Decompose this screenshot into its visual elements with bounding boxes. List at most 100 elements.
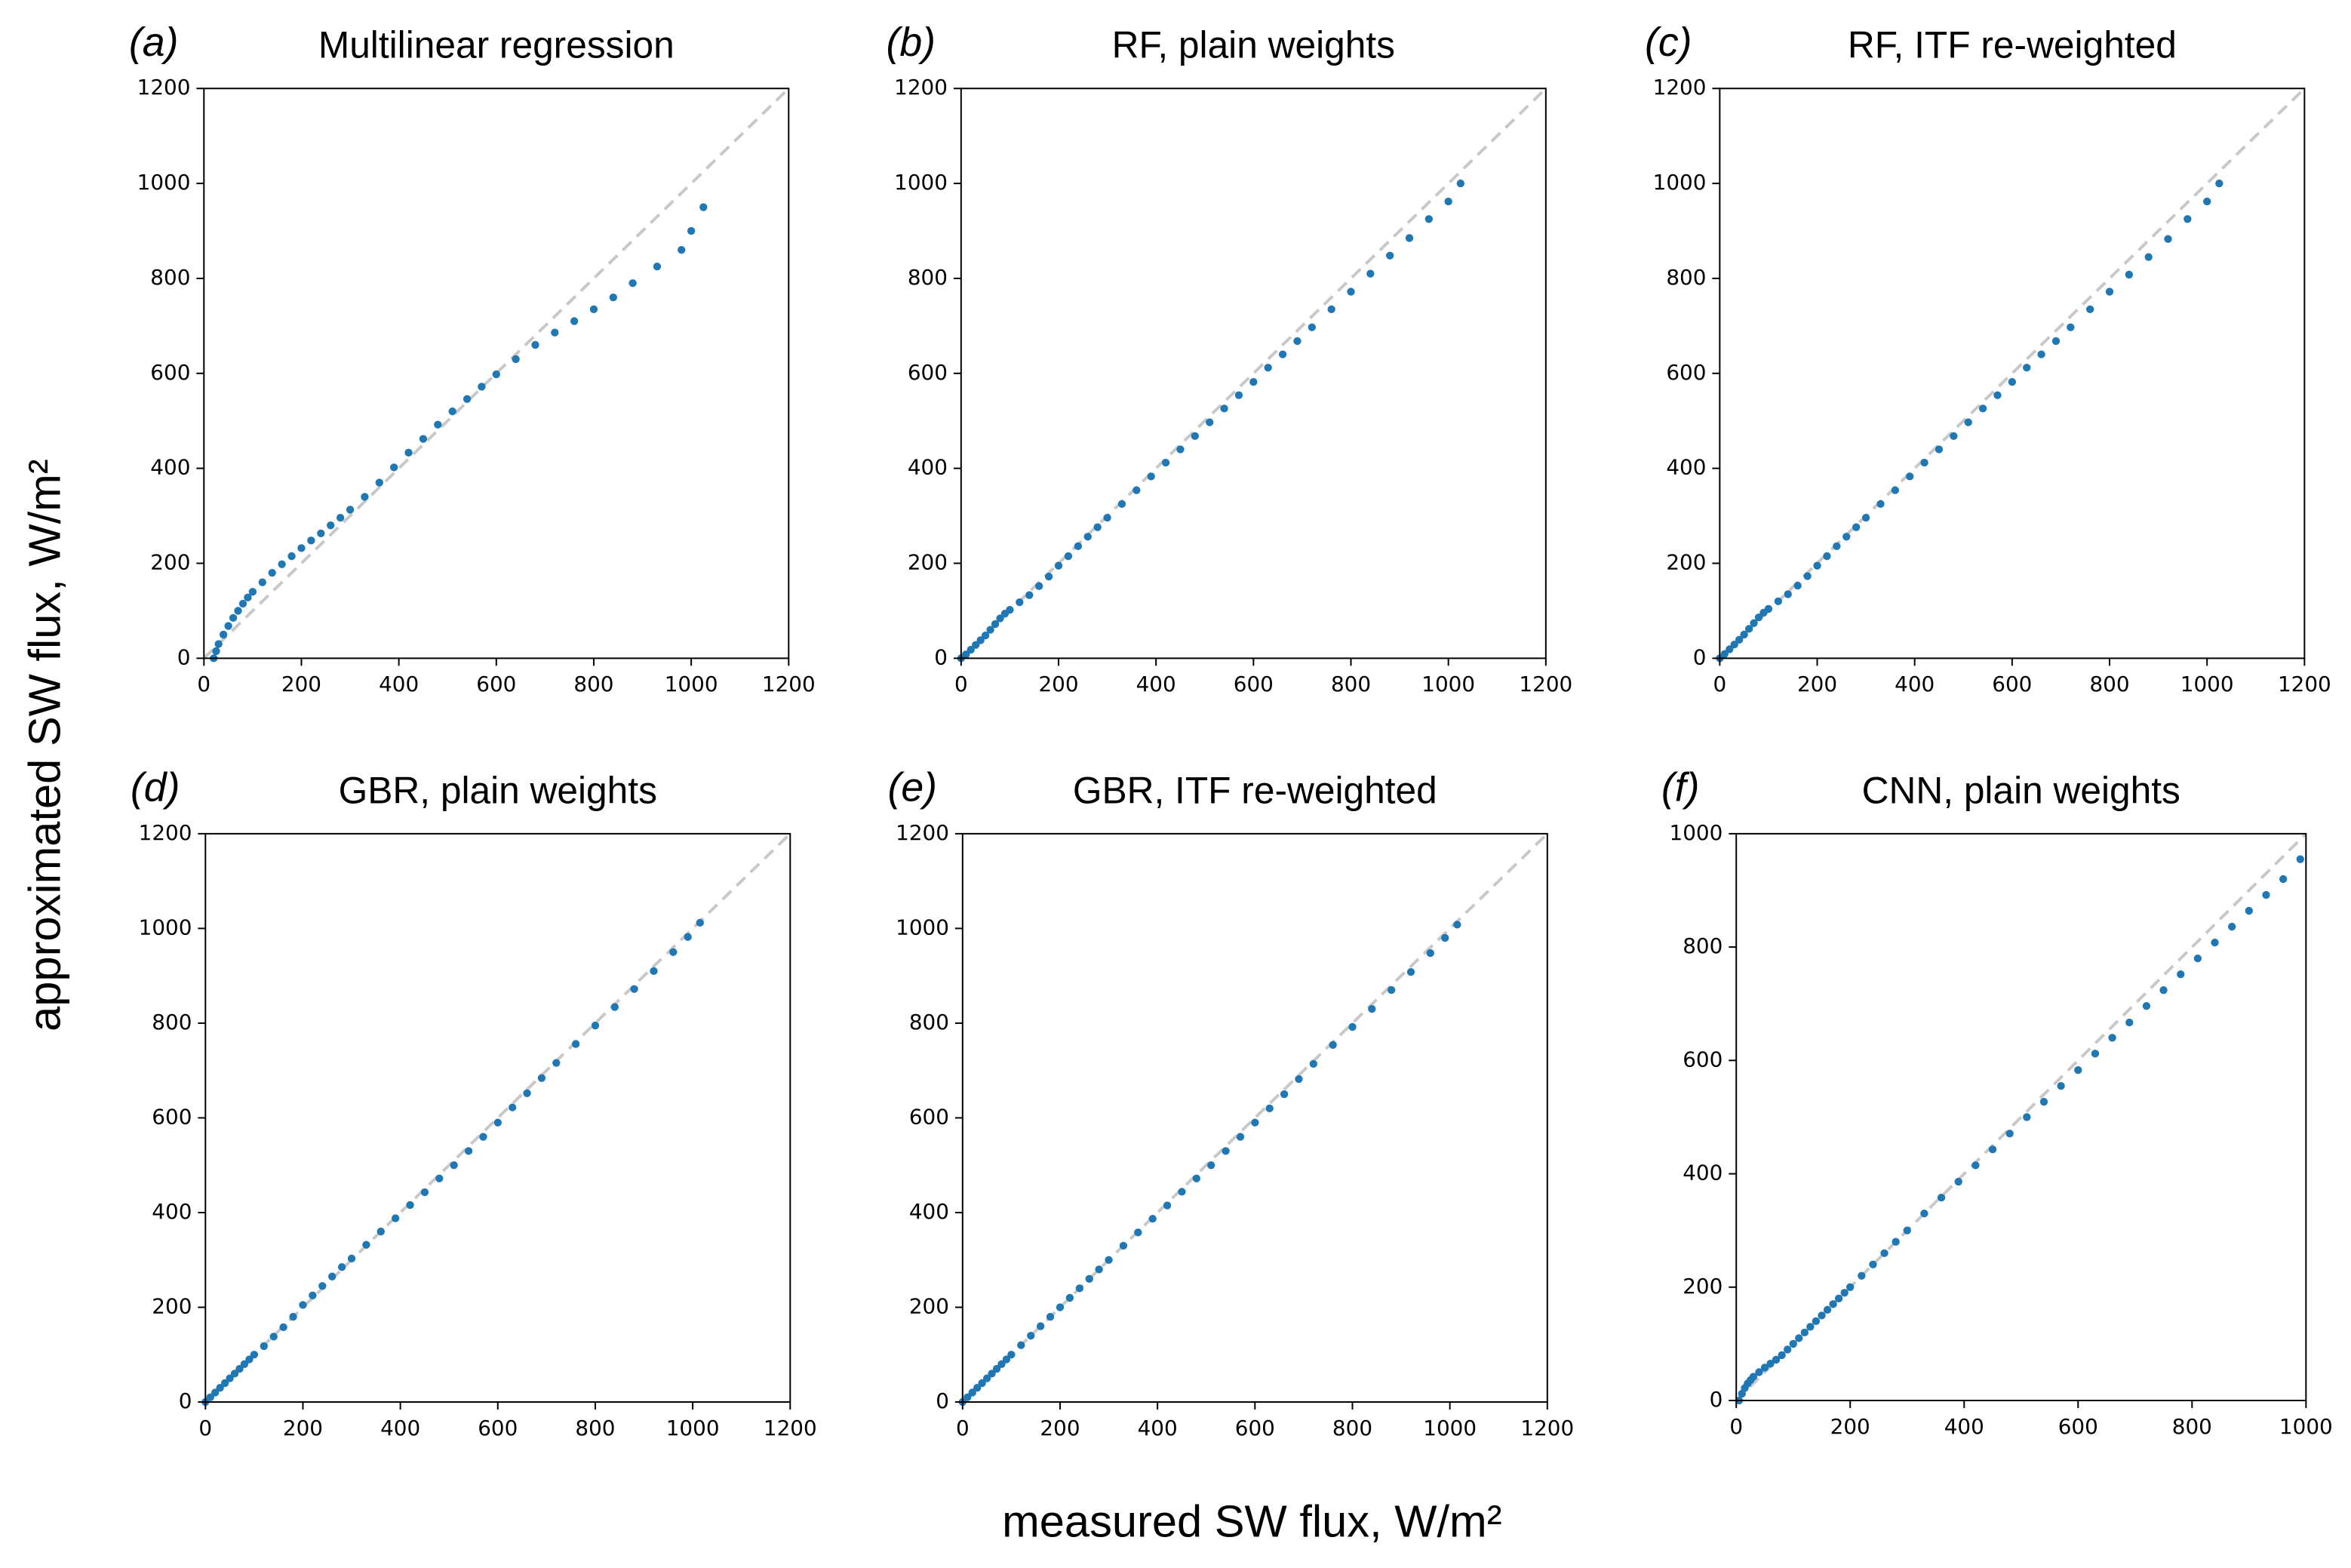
point	[299, 1301, 307, 1309]
point	[248, 588, 257, 596]
point	[327, 521, 335, 530]
point	[289, 1312, 297, 1321]
y-tick-label: 400	[1683, 1161, 1723, 1185]
point	[362, 1241, 370, 1249]
y-tick-label: 0	[179, 1388, 192, 1413]
x-tick-label: 400	[1138, 1416, 1178, 1440]
point	[235, 1364, 244, 1373]
point	[552, 1059, 561, 1067]
panel-title: CNN, plain weights	[1862, 769, 2180, 811]
y-tick-label: 800	[909, 1010, 949, 1035]
point	[1823, 1305, 1832, 1314]
point	[216, 1384, 224, 1392]
point	[650, 967, 658, 976]
point	[1178, 1188, 1186, 1196]
point	[982, 1374, 991, 1382]
point	[1105, 1256, 1113, 1264]
x-tick-label: 1200	[762, 672, 816, 696]
point	[1405, 234, 1414, 242]
point	[976, 636, 985, 644]
point	[1920, 1209, 1928, 1218]
y-tick-label: 400	[1666, 455, 1706, 480]
point	[1251, 1118, 1259, 1127]
point	[1978, 404, 1987, 413]
point	[234, 607, 242, 615]
point	[1386, 251, 1394, 260]
point	[1806, 1323, 1815, 1331]
point	[245, 1355, 254, 1364]
point	[1749, 1373, 1758, 1381]
y-tick-label: 200	[1666, 550, 1706, 575]
x-tick-label: 0	[954, 672, 968, 696]
y-tick-label: 1200	[896, 820, 949, 845]
y-tick-label: 1000	[894, 170, 948, 195]
x-tick-label: 1000	[666, 1416, 720, 1440]
point	[1920, 458, 1928, 467]
panel-title: RF, ITF re-weighted	[1848, 24, 2177, 66]
y-tick-label: 1000	[896, 915, 949, 939]
point	[1813, 561, 1821, 570]
y-tick-label: 200	[908, 550, 948, 575]
y-tick-label: 400	[909, 1199, 949, 1224]
point	[297, 544, 306, 552]
point	[2051, 337, 2061, 346]
point	[1017, 1341, 1025, 1349]
y-tick-label: 1200	[894, 75, 948, 100]
x-tick-label: 1200	[2278, 672, 2331, 696]
point	[1772, 1355, 1781, 1364]
y-tick-label: 600	[152, 1104, 192, 1129]
x-tick-label: 600	[478, 1416, 518, 1440]
point	[1903, 1226, 1911, 1234]
point	[1161, 458, 1170, 467]
panel-title: GBR, ITF re-weighted	[1073, 769, 1437, 811]
point	[1426, 948, 1434, 958]
x-tick-label: 1000	[2180, 672, 2234, 696]
point	[684, 933, 692, 941]
point	[1295, 1075, 1303, 1084]
point	[214, 640, 223, 648]
point	[1034, 582, 1043, 590]
point	[2296, 855, 2304, 863]
point	[492, 370, 500, 379]
point	[1954, 1177, 1962, 1186]
point	[406, 1201, 414, 1210]
point	[2159, 986, 2168, 995]
point	[1880, 1249, 1888, 1257]
y-tick-label: 400	[150, 455, 190, 480]
point	[968, 1388, 976, 1397]
point	[269, 1333, 278, 1341]
point	[1720, 650, 1729, 658]
x-tick-label: 0	[198, 1416, 212, 1440]
point	[512, 355, 520, 364]
point	[2164, 235, 2172, 243]
point	[2184, 215, 2192, 223]
point	[1784, 1345, 1792, 1354]
x-tick-label: 0	[956, 1416, 970, 1440]
point	[1971, 1161, 1980, 1170]
reference-line	[1735, 832, 2307, 1402]
x-tick-label: 200	[281, 672, 321, 696]
point	[1800, 1328, 1809, 1337]
point	[1065, 1293, 1074, 1302]
y-tick-label: 600	[150, 360, 190, 385]
point	[1308, 323, 1317, 331]
point	[224, 622, 232, 630]
x-tick-label: 200	[283, 1416, 323, 1440]
y-tick-label: 0	[936, 1388, 949, 1413]
point	[1191, 432, 1200, 441]
point	[464, 1147, 473, 1155]
point	[2177, 970, 2185, 979]
y-tick-label: 600	[909, 1104, 949, 1129]
point	[307, 537, 315, 545]
x-tick-label: 400	[1136, 672, 1176, 696]
point	[1852, 523, 1861, 531]
point	[1074, 542, 1082, 551]
x-tick-label: 1200	[1520, 1416, 1574, 1440]
point	[1016, 598, 1024, 607]
point	[1858, 1271, 1866, 1280]
point	[2108, 1034, 2116, 1042]
point	[1280, 1090, 1289, 1099]
y-tick-label: 600	[1666, 360, 1706, 385]
point	[2228, 922, 2236, 931]
point	[1075, 1284, 1083, 1293]
